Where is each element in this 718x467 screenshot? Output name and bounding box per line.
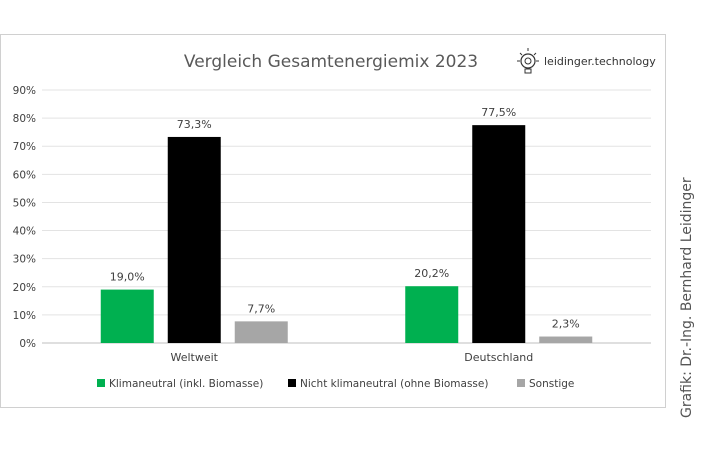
legend-swatch [517, 379, 525, 387]
legend: Klimaneutral (inkl. Biomasse) Nicht klima… [97, 378, 574, 390]
bars [100, 125, 593, 343]
y-tick-label: 0% [19, 338, 36, 350]
data-label: 7,7% [247, 302, 275, 315]
data-label: 20,2% [414, 267, 449, 280]
y-tick-label: 50% [13, 197, 36, 209]
logo-text: leidinger.technology [544, 55, 656, 68]
y-tick-label: 60% [13, 169, 36, 181]
y-tick-label: 10% [13, 310, 36, 322]
y-tick-label: 40% [13, 226, 36, 238]
y-tick-label: 30% [13, 254, 36, 266]
logo: leidinger.technology [517, 48, 656, 74]
legend-swatch [288, 379, 296, 387]
bar [100, 289, 154, 343]
bar [405, 286, 459, 343]
y-axis-ticks: 0% 10% 20% 30% 40% 50% 60% 70% 80% 90% [13, 85, 36, 350]
bar [234, 321, 288, 343]
bar [472, 125, 526, 343]
legend-label: Nicht klimaneutral (ohne Biomasse) [300, 378, 488, 390]
y-tick-label: 80% [13, 113, 36, 125]
category-label: Deutschland [464, 351, 533, 364]
bar [539, 336, 593, 343]
data-labels: 19,0% 73,3% 7,7% 20,2% 77,5% 2,3% [110, 106, 580, 330]
lightbulb-gear-icon [517, 48, 539, 74]
bar [167, 136, 221, 343]
credit-strip: Grafik: Dr.-Ing. Bernhard Leidinger [679, 177, 695, 418]
y-tick-label: 70% [13, 141, 36, 153]
data-label: 77,5% [481, 106, 516, 119]
grid [42, 89, 651, 344]
legend-swatch [97, 379, 105, 387]
legend-label: Sonstige [529, 378, 574, 390]
chart-canvas: Vergleich Gesamtenergiemix 2023 leidinge… [13, 48, 656, 390]
data-label: 2,3% [552, 318, 580, 331]
y-tick-label: 90% [13, 85, 36, 97]
y-tick-label: 20% [13, 282, 36, 294]
chart-frame: Vergleich Gesamtenergiemix 2023 leidinge… [0, 34, 666, 408]
data-label: 19,0% [110, 271, 145, 284]
chart-title: Vergleich Gesamtenergiemix 2023 [184, 52, 478, 72]
legend-label: Klimaneutral (inkl. Biomasse) [109, 378, 263, 390]
data-label: 73,3% [177, 118, 212, 131]
category-labels: Weltweit Deutschland [170, 351, 533, 364]
category-label: Weltweit [170, 351, 218, 364]
credit-text: Grafik: Dr.-Ing. Bernhard Leidinger [679, 177, 695, 418]
